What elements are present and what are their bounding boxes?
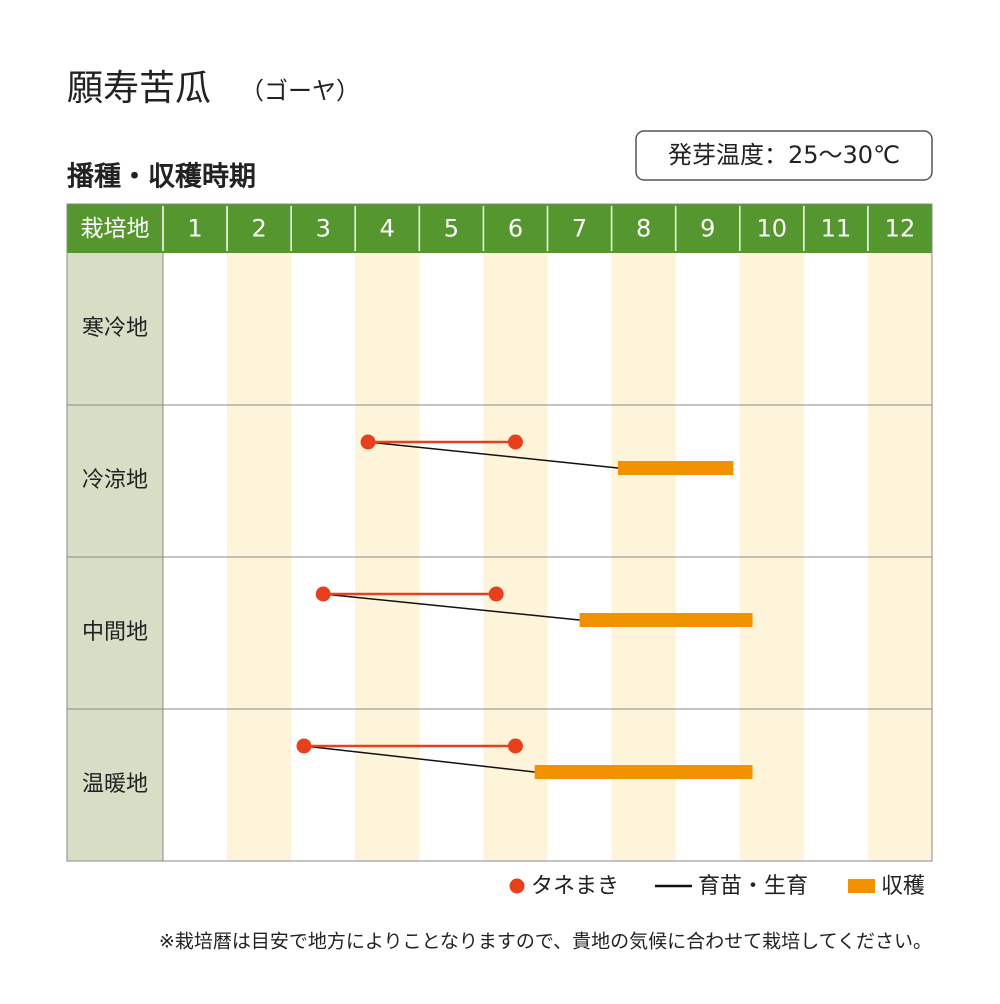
month-label: 5	[444, 215, 459, 243]
legend-label: 収穫	[881, 874, 925, 899]
row-header: 栽培地	[81, 216, 150, 242]
subtitle: 播種・収穫時期	[67, 162, 256, 193]
note: ※栽培暦は目安で地方によりことなりますので、貴地の気候に合わせて栽培してください…	[159, 931, 932, 953]
month-label: 8	[636, 215, 651, 243]
month-label: 2	[251, 215, 266, 243]
sowing-dot	[507, 434, 523, 450]
growing-line	[303, 745, 535, 773]
region-label: 温暖地	[82, 772, 148, 797]
temp-box	[635, 130, 933, 181]
month-label: 10	[757, 215, 788, 243]
legend-marker	[509, 878, 525, 894]
month-label: 7	[572, 215, 587, 243]
month-label: 4	[380, 215, 395, 243]
table-border	[66, 203, 933, 862]
sowing-dot	[360, 434, 376, 450]
region-label: 冷涼地	[82, 468, 148, 493]
sowing-dot	[488, 586, 504, 602]
harvest-bar	[579, 613, 753, 627]
month-label: 9	[700, 215, 715, 243]
legend-marker	[848, 879, 875, 893]
growing-line	[323, 593, 580, 621]
region-label: 中間地	[82, 620, 148, 645]
sowing-dot	[507, 738, 523, 754]
month-label: 12	[885, 215, 916, 243]
germination-temp: 発芽温度：25〜30℃	[668, 141, 900, 169]
legend-label: 育苗・生育	[698, 874, 808, 899]
region-label: 寒冷地	[82, 316, 148, 341]
growing-line	[367, 441, 619, 469]
month-label: 11	[821, 215, 852, 243]
month-label: 6	[508, 215, 523, 243]
harvest-bar	[534, 765, 753, 779]
chart-title: 願寿苦瓜	[67, 68, 211, 109]
month-label: 3	[316, 215, 331, 243]
title-note: （ゴーヤ）	[240, 77, 360, 105]
legend-label: タネまき	[531, 874, 619, 899]
month-label: 1	[187, 215, 202, 243]
header-bg	[67, 204, 932, 253]
sowing-dot	[296, 738, 312, 754]
sowing-dot	[315, 586, 331, 602]
harvest-bar	[617, 461, 734, 475]
